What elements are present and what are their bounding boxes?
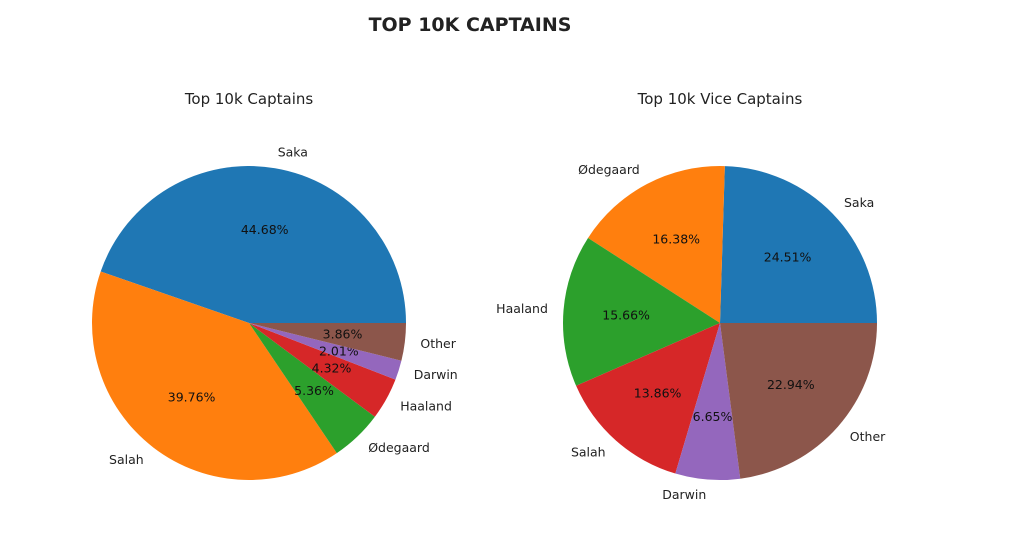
pie-value-label: 16.38% — [652, 232, 700, 247]
pie-category-label: Ødegaard — [368, 440, 430, 455]
figure-title: TOP 10K CAPTAINS — [368, 14, 572, 36]
pie-slice--degaard — [249, 323, 375, 454]
pie-chart-1: Top 10k Captains 44.68% Saka 39.76% Salah 5.3… — [92, 90, 458, 481]
pie-value-label: 4.32% — [312, 361, 352, 376]
pie-title: Top 10k Vice Captains — [637, 90, 803, 108]
pie-value-label: 5.36% — [294, 383, 334, 398]
pie-category-label: Salah — [109, 452, 144, 467]
pie-chart-2: Top 10k Vice Captains 24.51% Saka 16.38% Øde… — [496, 90, 886, 502]
pie-value-label: 22.94% — [767, 377, 815, 392]
pie-slice-darwin — [675, 323, 741, 481]
pie-value-label: 6.65% — [693, 409, 733, 424]
pie-slice-haaland — [249, 323, 396, 417]
pie-category-label: Other — [420, 336, 456, 351]
pie-slice-saka — [720, 166, 877, 323]
pie-value-label: 39.76% — [168, 390, 216, 405]
pie-slice-salah — [576, 323, 720, 474]
pie-category-label: Salah — [571, 444, 606, 459]
pie-value-label: 13.86% — [634, 386, 682, 401]
pie-category-label: Darwin — [414, 367, 458, 382]
pie-category-label: Saka — [844, 195, 874, 210]
pie-category-label: Ødegaard — [578, 162, 640, 177]
pie-category-label: Other — [850, 429, 886, 444]
pie-slice-darwin — [249, 323, 402, 380]
pie-title: Top 10k Captains — [184, 90, 314, 108]
pie-value-label: 3.86% — [323, 326, 363, 341]
pie-category-label: Darwin — [662, 487, 706, 502]
pie-slice--degaard — [588, 165, 725, 323]
pie-category-label: Haaland — [400, 399, 452, 414]
pie-value-label: 44.68% — [241, 222, 289, 237]
pie-slice-saka — [100, 166, 407, 323]
pie-slice-other — [720, 323, 877, 479]
pie-category-label: Haaland — [496, 301, 548, 316]
pie-value-label: 24.51% — [764, 249, 812, 264]
pie-slice-salah — [92, 271, 337, 481]
pie-value-label: 15.66% — [602, 307, 650, 322]
pie-category-label: Saka — [278, 145, 308, 160]
pie-slice-haaland — [563, 237, 720, 386]
pie-slice-other — [249, 323, 406, 361]
